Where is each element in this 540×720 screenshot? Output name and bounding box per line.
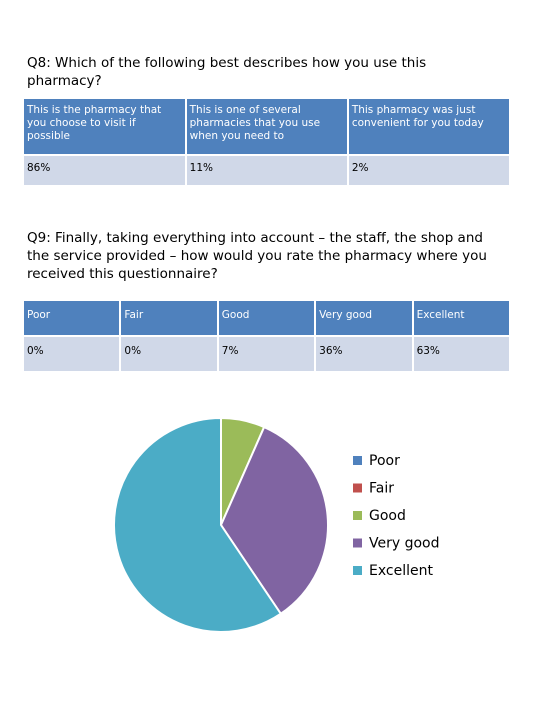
- legend-swatch-poor: [353, 456, 362, 465]
- q9-question-title: Q9: Finally, taking everything into acco…: [27, 230, 487, 282]
- q9-header-very-good: Very good: [316, 301, 412, 335]
- rating-pie-chart: Poor Fair Good Very good Excellent: [113, 416, 440, 633]
- q9-value-excellent: 63%: [413, 337, 509, 371]
- legend-swatch-excellent: [353, 566, 362, 575]
- legend-label-very-good: Very good: [369, 536, 440, 552]
- q8-header-choose-if-possible: This is the pharmacy that you choose to …: [24, 99, 185, 154]
- q9-value-good: 7%: [218, 337, 315, 371]
- q9-header-good: Good: [218, 301, 315, 335]
- pie-slices: [113, 416, 329, 633]
- table-row: 86% 11% 2%: [24, 156, 509, 185]
- legend-label-poor: Poor: [369, 453, 400, 469]
- q8-results-table: This is the pharmacy that you choose to …: [22, 97, 511, 187]
- q8-value-convenient-today: 2%: [348, 156, 509, 185]
- q8-value-choose-if-possible: 86%: [24, 156, 185, 185]
- table-header-row: This is the pharmacy that you choose to …: [24, 99, 509, 154]
- q9-results-table: Poor Fair Good Very good Excellent 0% 0%…: [22, 299, 511, 373]
- q8-question-title: Q8: Which of the following best describe…: [27, 55, 427, 89]
- q8-header-one-of-several: This is one of several pharmacies that y…: [186, 99, 347, 154]
- q8-value-one-of-several: 11%: [186, 156, 347, 185]
- legend-label-good: Good: [369, 508, 406, 524]
- q9-header-poor: Poor: [24, 301, 120, 335]
- legend-swatch-fair: [353, 483, 362, 493]
- table-header-row: Poor Fair Good Very good Excellent: [24, 301, 509, 335]
- q9-value-fair: 0%: [121, 337, 217, 371]
- pie-slice-excellent: [113, 416, 283, 633]
- q9-value-very-good: 36%: [316, 337, 412, 371]
- legend-swatch-very-good: [353, 538, 362, 548]
- legend-label-excellent: Excellent: [369, 563, 433, 579]
- q9-header-excellent: Excellent: [413, 301, 509, 335]
- legend-label-fair: Fair: [369, 481, 394, 497]
- table-row: 0% 0% 7% 36% 63%: [24, 337, 509, 371]
- q8-header-convenient-today: This pharmacy was just convenient for yo…: [348, 99, 509, 154]
- pie-slice-very-good: [219, 425, 329, 616]
- chart-legend: Poor Fair Good Very good Excellent: [353, 453, 440, 579]
- q9-value-poor: 0%: [24, 337, 120, 371]
- legend-swatch-good: [353, 511, 362, 520]
- q9-header-fair: Fair: [121, 301, 217, 335]
